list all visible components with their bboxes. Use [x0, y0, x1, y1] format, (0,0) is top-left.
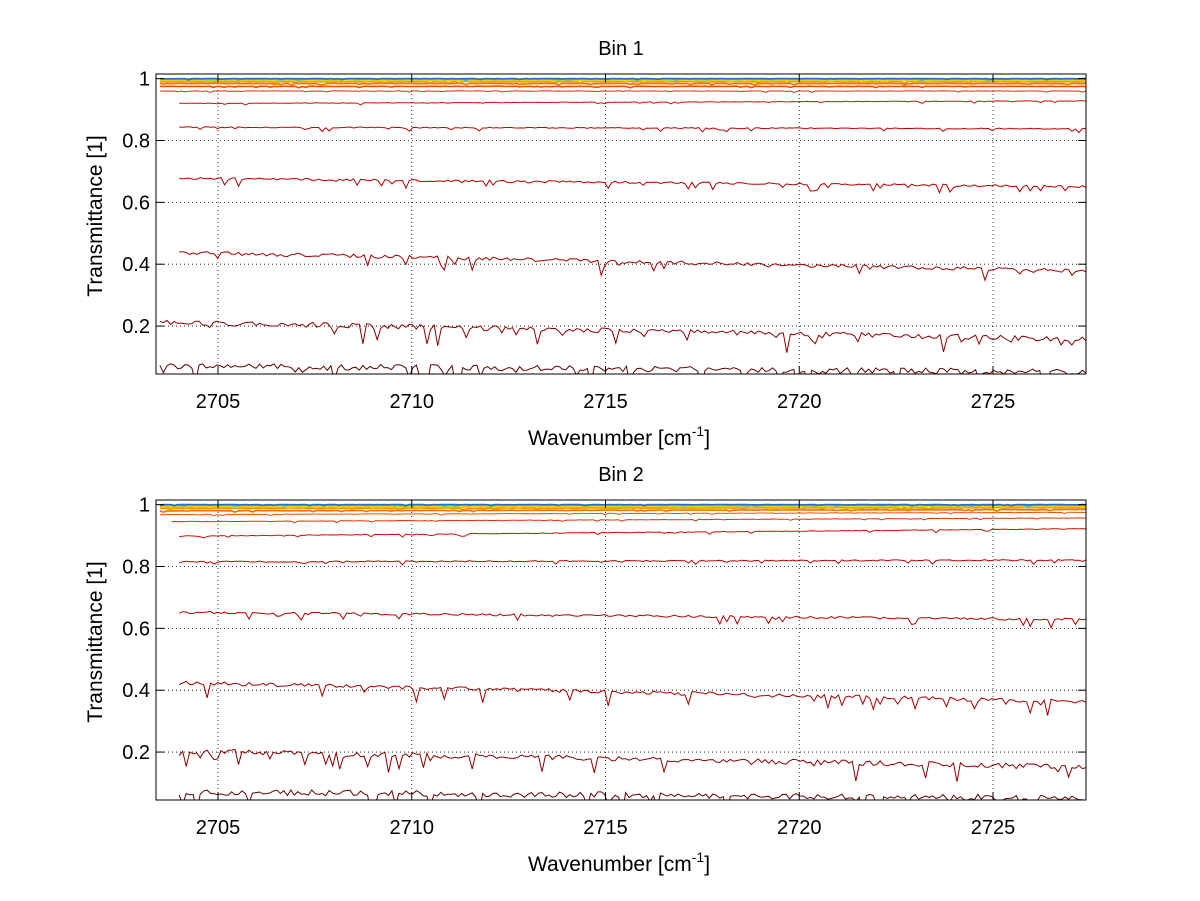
series-line-7: [159, 90, 1086, 93]
plot-area: [156, 74, 1086, 374]
y-tick-label: 0.8: [122, 130, 150, 152]
series-line-7: [171, 517, 1086, 524]
series-group: [159, 77, 1086, 374]
series-line-10: [159, 80, 1086, 85]
chart-title: Bin 1: [598, 38, 644, 60]
series-line-2: [178, 748, 1086, 782]
series-line-4: [179, 177, 1086, 194]
x-tick-label: 2725: [971, 391, 1016, 413]
series-line-1: [159, 363, 1086, 374]
chart-panel-1: 2705 2710 2715 2720 2725 0.2 0.4 0.6 0.8 1 Bin 1 Wa…: [84, 38, 1087, 450]
series-line-3: [179, 680, 1086, 716]
x-tick-label: 2715: [583, 817, 628, 839]
y-tick-label: 0.2: [122, 316, 150, 338]
y-tick-label: 1: [139, 495, 150, 517]
x-axis-label: Wavenumber [cm-1]: [528, 849, 710, 876]
series-line-2: [159, 319, 1086, 353]
y-axis-label: Transmittance [1]: [84, 561, 107, 722]
series-line-16: [159, 503, 1086, 507]
y-tick-label: 0.2: [122, 742, 150, 764]
y-tick-label: 0.6: [122, 192, 150, 214]
series-line-9: [159, 508, 1086, 513]
series-group: [159, 503, 1086, 800]
series-line-5: [179, 126, 1086, 134]
series-line-16: [159, 77, 1086, 81]
x-tick-label: 2705: [196, 391, 241, 413]
y-axis-label: Transmittance [1]: [84, 135, 107, 296]
x-tick-label: 2725: [971, 817, 1016, 839]
series-line-1: [178, 788, 1086, 800]
x-tick-label: 2715: [583, 391, 628, 413]
chart-title: Bin 2: [598, 464, 644, 486]
y-tick-label: 0.8: [122, 556, 150, 578]
x-tick-label: 2720: [777, 391, 822, 413]
series-line-5: [179, 559, 1086, 566]
series-line-3: [179, 251, 1086, 282]
series-line-10: [159, 506, 1086, 511]
series-line-6: [179, 528, 1086, 539]
y-tick-label: 0.4: [122, 254, 150, 276]
x-tick-label: 2705: [196, 817, 241, 839]
y-tick-label: 1: [139, 69, 150, 91]
x-axis-label: Wavenumber [cm-1]: [528, 423, 710, 450]
x-tick-label: 2710: [390, 391, 435, 413]
series-line-4: [178, 610, 1086, 629]
x-tick-label: 2720: [777, 817, 822, 839]
x-tick-label: 2710: [390, 817, 435, 839]
series-line-6: [179, 100, 1086, 106]
series-line-9: [159, 82, 1086, 86]
plot-area: [156, 500, 1086, 800]
series-line-8: [159, 511, 1086, 517]
y-tick-label: 0.4: [122, 680, 150, 702]
chart-panel-2: 2705 2710 2715 2720 2725 0.2 0.4 0.6 0.8 1 Bin 2 Wa…: [84, 464, 1087, 876]
axes-box: [155, 73, 1087, 375]
axes-box: [155, 499, 1087, 801]
series-line-8: [159, 85, 1086, 89]
y-tick-label: 0.6: [122, 618, 150, 640]
